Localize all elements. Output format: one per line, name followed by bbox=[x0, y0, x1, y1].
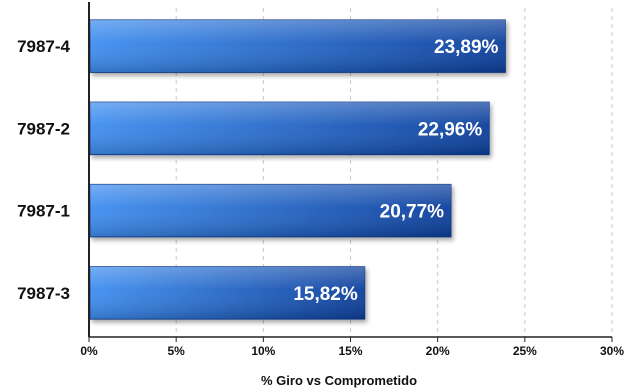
data-label: 15,82% bbox=[293, 284, 358, 305]
category-label: 7987-3 bbox=[17, 284, 70, 303]
x-tick-label: 20% bbox=[426, 344, 450, 358]
x-tick-label: 10% bbox=[251, 344, 275, 358]
bar-shine bbox=[90, 184, 452, 237]
bar-7987-1 bbox=[89, 183, 452, 238]
data-label: 23,89% bbox=[434, 37, 499, 58]
category-label: 7987-4 bbox=[17, 37, 70, 56]
category-label: 7987-1 bbox=[17, 202, 70, 221]
category-label: 7987-2 bbox=[17, 119, 70, 138]
x-tick-label: 0% bbox=[80, 344, 98, 358]
axes bbox=[88, 2, 613, 342]
data-label: 20,77% bbox=[380, 202, 445, 223]
bar-shine bbox=[90, 102, 490, 155]
x-tick-label: 25% bbox=[513, 344, 537, 358]
x-axis-title: % Giro vs Comprometido bbox=[261, 373, 417, 388]
x-tick-label: 5% bbox=[167, 344, 185, 358]
bar-7987-3 bbox=[89, 266, 366, 320]
labels: 0% 5% 10% 15% 20% 25% 30% 23,89% 7987-4 22,96% 798… bbox=[17, 37, 624, 358]
x-tick-label: 30% bbox=[600, 344, 624, 358]
bar-shine bbox=[90, 19, 506, 73]
x-tick-label: 15% bbox=[338, 344, 362, 358]
bars bbox=[89, 19, 506, 320]
bar-shine bbox=[90, 266, 365, 320]
data-label: 22,96% bbox=[418, 119, 483, 140]
